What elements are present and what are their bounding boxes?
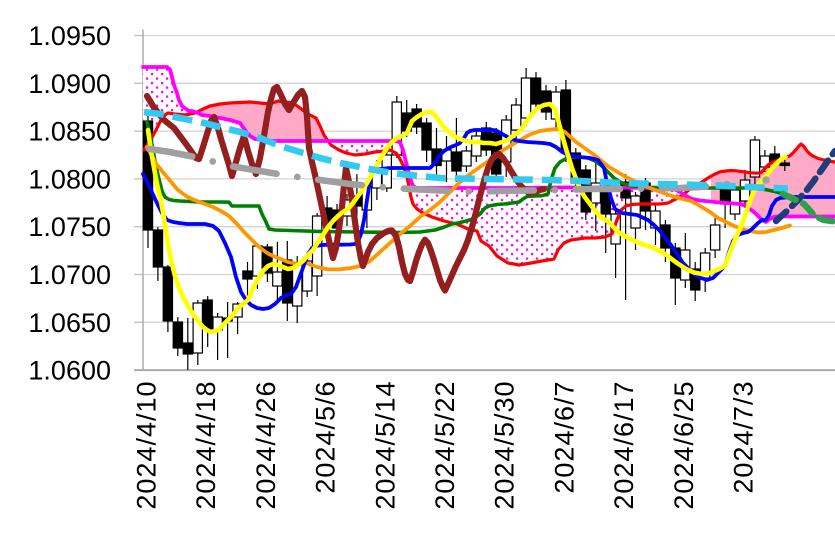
svg-text:2024/6/7: 2024/6/7: [549, 381, 579, 494]
svg-text:1.0750: 1.0750: [28, 212, 111, 242]
svg-text:1.0600: 1.0600: [28, 356, 111, 386]
svg-text:2024/4/18: 2024/4/18: [191, 381, 221, 510]
svg-text:2024/5/6: 2024/5/6: [311, 381, 341, 494]
svg-text:2024/7/3: 2024/7/3: [729, 381, 759, 494]
svg-text:2024/5/14: 2024/5/14: [370, 381, 400, 510]
svg-text:1.0850: 1.0850: [28, 117, 111, 147]
svg-text:1.0650: 1.0650: [28, 308, 111, 338]
svg-text:1.0800: 1.0800: [28, 164, 111, 194]
svg-text:2024/6/17: 2024/6/17: [609, 381, 639, 510]
svg-text:2024/6/25: 2024/6/25: [669, 381, 699, 510]
svg-text:1.0700: 1.0700: [28, 260, 111, 290]
svg-text:2024/4/10: 2024/4/10: [132, 381, 162, 510]
svg-text:1.0900: 1.0900: [28, 69, 111, 99]
svg-text:2024/4/26: 2024/4/26: [251, 381, 281, 510]
svg-text:1.0950: 1.0950: [28, 21, 111, 51]
svg-text:2024/5/30: 2024/5/30: [490, 381, 520, 510]
svg-text:2024/5/22: 2024/5/22: [430, 381, 460, 510]
